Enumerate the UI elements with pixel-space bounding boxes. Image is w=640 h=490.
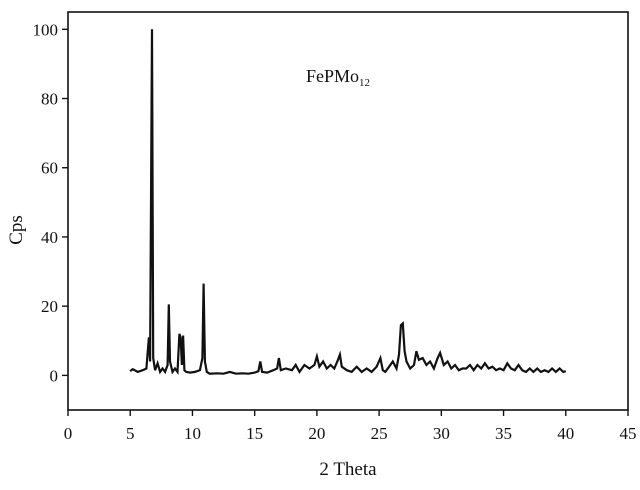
x-tick-label: 25 (371, 424, 388, 443)
annotation-subscript: 12 (359, 77, 370, 89)
x-tick-label: 35 (495, 424, 512, 443)
x-axis-title: 2 Theta (319, 459, 377, 480)
y-tick-label: 0 (50, 366, 59, 385)
series-line (129, 29, 567, 376)
x-tick-label: 30 (433, 424, 450, 443)
annotation-base: FePMo (306, 66, 359, 86)
y-tick-label: 60 (41, 159, 58, 178)
x-tick-label: 0 (64, 424, 73, 443)
y-axis: 0 20 40 60 80 100 (33, 20, 68, 385)
series-group (129, 29, 567, 376)
x-tick-label: 20 (308, 424, 325, 443)
y-tick-label: 20 (41, 297, 58, 316)
y-tick-label: 100 (33, 20, 59, 39)
y-tick-label: 40 (41, 228, 58, 247)
plot-frame (67, 11, 629, 411)
x-tick-label: 5 (126, 424, 135, 443)
y-axis-title: Cps (6, 215, 27, 245)
x-tick-label: 40 (557, 424, 574, 443)
x-tick-label: 15 (246, 424, 263, 443)
annotation-label: FePMo12 (306, 66, 370, 89)
x-axis: 0 5 10 15 20 25 30 35 40 45 (64, 410, 637, 443)
y-tick-label: 80 (41, 90, 58, 109)
x-tick-label: 10 (184, 424, 201, 443)
x-tick-label: 45 (620, 424, 637, 443)
